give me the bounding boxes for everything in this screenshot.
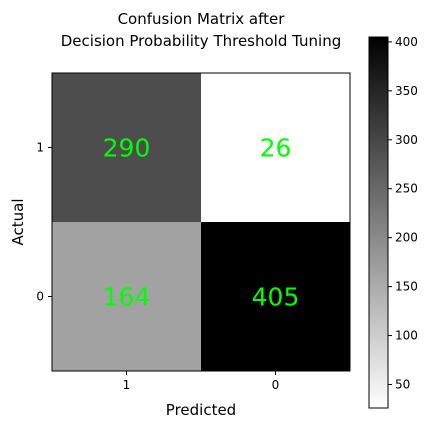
heatmap-cell-actual-1-predicted-1 [52,73,201,222]
chart-title-line-2: Decision Probability Threshold Tuning [61,32,341,50]
colorbar-tick-label: 250 [395,182,418,196]
cell-value-label: 164 [103,283,151,312]
colorbar-tick-label: 150 [395,280,418,294]
colorbar-tick-label: 50 [395,378,410,392]
y-axis-label: Actual [9,199,27,246]
y-axis-ticks: 10 [36,141,52,304]
y-tick-label: 1 [36,141,44,155]
chart-title-line-1: Confusion Matrix after [118,10,286,28]
colorbar-tick-label: 350 [395,84,418,98]
x-axis-label: Predicted [166,401,236,419]
colorbar [368,36,389,409]
heatmap-cell-actual-0-predicted-1 [52,222,201,371]
x-tick-label: 0 [272,378,280,392]
x-tick-label: 1 [123,378,131,392]
cell-value-label: 26 [260,134,292,163]
heatmap-frame [51,72,351,372]
colorbar-ticks: 50 100 150 200 250 300 350 400 [388,35,418,392]
y-tick-label: 0 [36,290,44,304]
cell-value-label: 290 [103,134,151,163]
heatmap-cell-actual-0-predicted-0 [201,222,350,371]
heatmap-cell-actual-1-predicted-0 [201,73,350,222]
colorbar-tick-label: 400 [395,35,418,49]
cell-value-label: 405 [252,283,300,312]
colorbar-tick-label: 300 [395,133,418,147]
colorbar-tick-label: 200 [395,231,418,245]
colorbar-tick-label: 100 [395,329,418,343]
heatmap-cells: 290 26 164 405 [52,73,350,371]
